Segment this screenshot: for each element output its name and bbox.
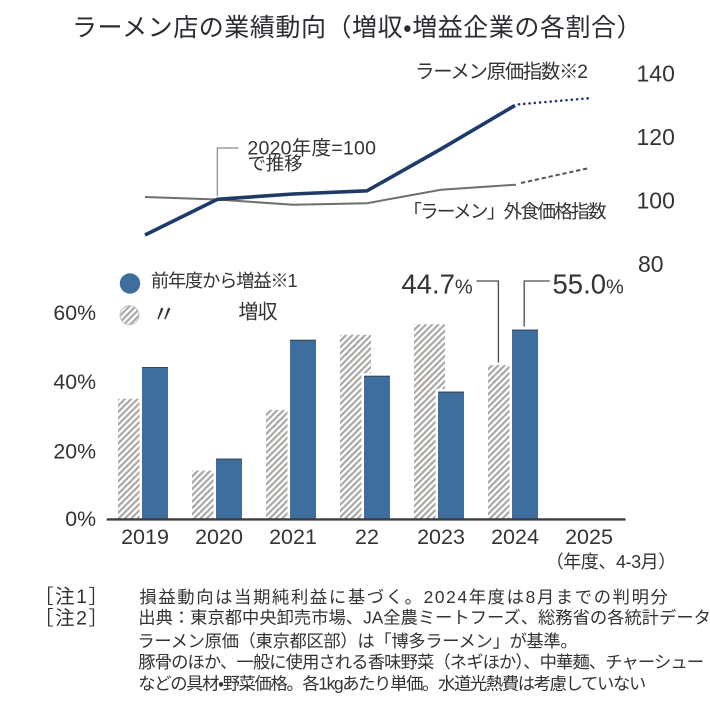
- svg-text:豚骨のほか、一般に使用される香味野菜（ネギほか）、中華麺、チ: 豚骨のほか、一般に使用される香味野菜（ネギほか）、中華麺、チャーシュー: [138, 652, 703, 672]
- svg-text:120: 120: [637, 124, 675, 150]
- svg-text:2021: 2021: [269, 525, 317, 549]
- svg-text:22: 22: [355, 525, 379, 549]
- svg-text:2023: 2023: [417, 525, 465, 549]
- svg-text:増収: 増収: [238, 301, 277, 324]
- svg-text:ラーメン店の業績動向（増収・増益企業の各割合）: ラーメン店の業績動向（増収・増益企業の各割合）: [72, 14, 642, 42]
- svg-text:20%: 20%: [53, 439, 96, 463]
- svg-text:「ラーメン」外食価格指数: 「ラーメン」外食価格指数: [403, 201, 607, 222]
- svg-text:出典：東京都中央卸売市場、JA全農ミートフーズ、総務省の各統: 出典：東京都中央卸売市場、JA全農ミートフーズ、総務省の各統計データ: [138, 608, 710, 628]
- svg-text:などの具材・野菜価格。各1kgあたり単価。水道光熱費は考慮し: などの具材・野菜価格。各1kgあたり単価。水道光熱費は考慮していない: [138, 673, 645, 693]
- svg-text:2024: 2024: [491, 525, 539, 549]
- svg-text:［注1］: ［注1］: [34, 586, 109, 608]
- svg-text:100: 100: [637, 188, 675, 214]
- svg-text:〃: 〃: [152, 302, 176, 329]
- svg-text:2025: 2025: [565, 525, 613, 549]
- svg-text:ラーメン原価指数※2: ラーメン原価指数※2: [415, 61, 587, 83]
- svg-text:2019: 2019: [121, 525, 169, 549]
- svg-text:で推移: で推移: [248, 153, 303, 174]
- svg-text:2020: 2020: [195, 525, 243, 549]
- svg-text:2020年度=100: 2020年度=100: [247, 137, 376, 159]
- svg-text:損益動向は当期純利益に基づく。2024年度は8月までの判明分: 損益動向は当期純利益に基づく。2024年度は8月までの判明分: [139, 587, 669, 607]
- svg-text:［注2］: ［注2］: [34, 608, 109, 630]
- svg-text:前年度から増益※1: 前年度から増益※1: [151, 271, 298, 291]
- svg-text:80: 80: [638, 251, 664, 277]
- svg-text:140: 140: [637, 61, 675, 87]
- svg-text:60%: 60%: [53, 301, 96, 325]
- svg-text:ラーメン原価（東京都区部）は「博多ラーメン」が基準。: ラーメン原価（東京都区部）は「博多ラーメン」が基準。: [137, 631, 577, 651]
- svg-text:0%: 0%: [65, 507, 96, 531]
- svg-text:（年度、4-3月）: （年度、4-3月）: [546, 552, 676, 572]
- svg-text:40%: 40%: [53, 370, 96, 394]
